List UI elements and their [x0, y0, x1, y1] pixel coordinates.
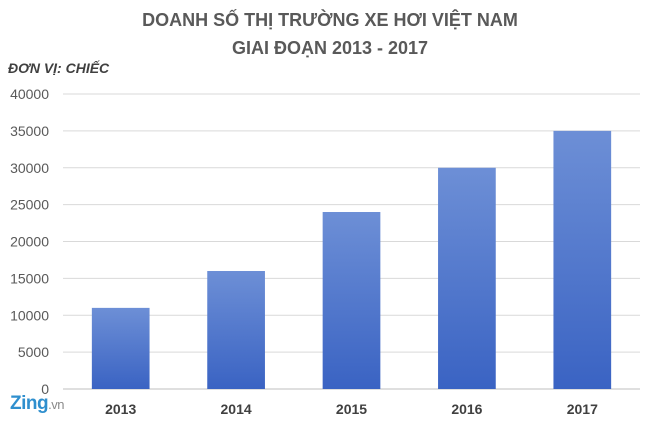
y-tick-label: 30000: [10, 160, 49, 176]
y-tick-label: 40000: [10, 86, 49, 102]
zing-logo: Zing.vn: [10, 393, 64, 415]
y-tick-label: 15000: [10, 270, 49, 286]
y-tick-label: 0: [41, 381, 49, 397]
x-tick-label: 2014: [221, 401, 252, 417]
y-tick-label: 25000: [10, 197, 49, 213]
x-tick-label: 2017: [567, 401, 598, 417]
y-tick-label: 20000: [10, 234, 49, 250]
bar-2016: [438, 167, 496, 389]
bar-2013: [91, 307, 150, 389]
bar-2015: [322, 212, 381, 389]
chart-subtitle: GIAI ĐOẠN 2013 - 2017: [231, 38, 429, 58]
y-tick-label: 10000: [10, 307, 49, 323]
x-tick-label: 2015: [336, 401, 367, 417]
y-tick-label: 5000: [18, 344, 49, 360]
x-tick-label: 2016: [451, 401, 482, 417]
y-tick-label: 35000: [10, 123, 49, 139]
chart-title: DOANH SỐ THỊ TRƯỜNG XE HƠI VIỆT NAM: [142, 10, 518, 30]
bar-2014: [207, 271, 265, 389]
logo-brand: Zing: [10, 393, 49, 414]
bar-2017: [553, 130, 612, 389]
unit-label: ĐƠN VỊ: CHIẾC: [8, 60, 110, 76]
logo-tld: .vn: [48, 397, 64, 412]
x-tick-label: 2013: [105, 401, 136, 417]
